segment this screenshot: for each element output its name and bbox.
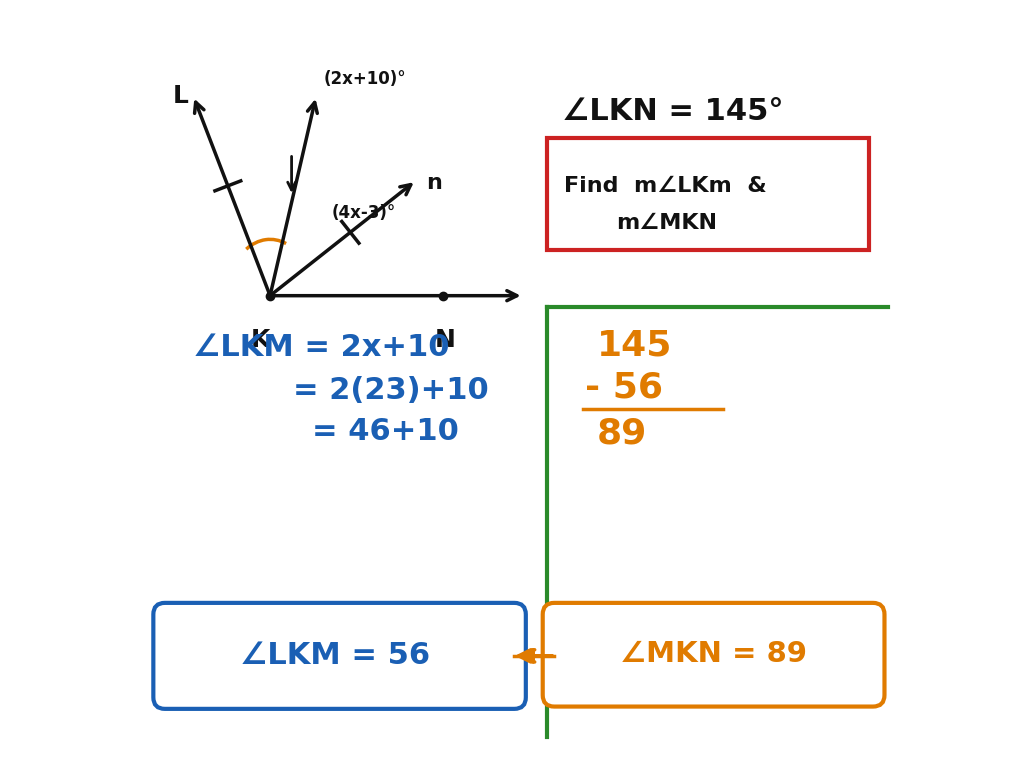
- Text: 89: 89: [596, 417, 647, 451]
- Text: ∠LKM = 2x+10: ∠LKM = 2x+10: [194, 333, 450, 362]
- FancyArrowPatch shape: [521, 650, 552, 662]
- Text: ∠MKN = 89: ∠MKN = 89: [620, 641, 807, 668]
- Text: L: L: [172, 84, 188, 108]
- Text: = 46+10: = 46+10: [312, 417, 459, 446]
- Text: 145: 145: [596, 329, 672, 362]
- Text: K: K: [251, 328, 270, 352]
- FancyBboxPatch shape: [154, 603, 526, 709]
- FancyArrowPatch shape: [521, 650, 552, 662]
- Text: = 2(23)+10: = 2(23)+10: [293, 376, 488, 405]
- Text: ∠LKN = 145°: ∠LKN = 145°: [562, 97, 783, 126]
- Text: m∠MKN: m∠MKN: [615, 213, 717, 233]
- Text: ∠LKM = 56: ∠LKM = 56: [241, 641, 430, 670]
- FancyBboxPatch shape: [543, 603, 885, 707]
- FancyBboxPatch shape: [547, 138, 869, 250]
- Text: (4x-3)°: (4x-3)°: [332, 204, 395, 221]
- Text: (2x+10)°: (2x+10)°: [324, 71, 407, 88]
- Text: - 56: - 56: [585, 371, 663, 405]
- Text: N: N: [435, 328, 456, 352]
- Text: n: n: [426, 173, 442, 193]
- Text: Find  m∠LKm  &: Find m∠LKm &: [564, 176, 767, 196]
